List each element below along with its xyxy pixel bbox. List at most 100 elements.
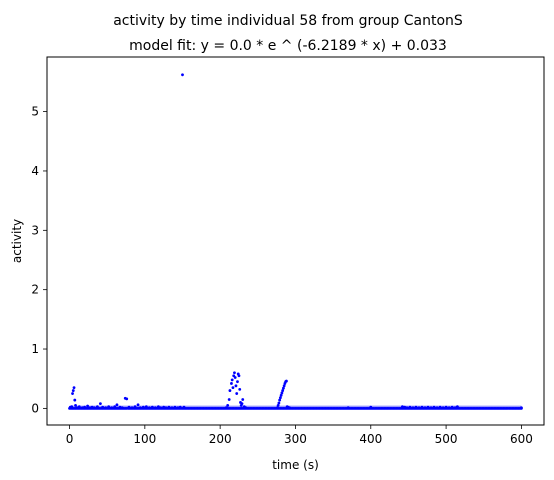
data-point [224, 406, 228, 410]
data-point [414, 405, 418, 409]
data-point [86, 404, 89, 408]
data-point [156, 405, 160, 408]
data-point [71, 389, 75, 392]
data-point [133, 405, 137, 408]
data-point [147, 406, 151, 410]
data-point [520, 406, 523, 410]
y-tick-label: 2 [31, 283, 39, 297]
data-point [90, 405, 94, 409]
data-point [181, 73, 184, 77]
data-point [237, 374, 241, 378]
data-point [435, 406, 439, 410]
data-point [405, 406, 409, 410]
data-point [98, 402, 102, 406]
data-point [438, 405, 442, 409]
data-point [282, 384, 286, 388]
data-point [144, 405, 148, 408]
chart-subtitle: model fit: y = 0.0 * e ^ (-6.2189 * x) +… [129, 38, 447, 54]
data-point [285, 379, 288, 383]
data-point [110, 406, 114, 410]
data-point [420, 405, 424, 409]
data-point [113, 405, 117, 408]
data-point [450, 405, 454, 409]
data-point [176, 406, 180, 410]
data-point [226, 404, 230, 407]
data-point [429, 406, 433, 410]
y-tick-label: 5 [31, 105, 39, 119]
data-point [277, 401, 281, 405]
data-point [118, 405, 122, 409]
data-point [120, 406, 124, 410]
data-point [244, 406, 248, 410]
data-point [233, 376, 237, 379]
y-tick-label: 0 [31, 401, 39, 415]
data-point [453, 406, 457, 410]
x-tick-label: 0 [66, 432, 74, 446]
data-point [281, 389, 285, 392]
x-axis-label: time (s) [272, 458, 319, 472]
axes-frame [46, 56, 545, 426]
data-point [70, 405, 74, 408]
data-point [417, 406, 421, 410]
data-point [178, 405, 182, 409]
data-point [73, 398, 77, 402]
x-tick-label: 500 [435, 432, 458, 446]
data-point [80, 406, 84, 410]
data-point [72, 386, 76, 390]
data-point [227, 398, 231, 401]
y-axis-ticks: 0 1 2 3 4 5 [31, 105, 47, 415]
chart-title: activity by time individual 58 from grou… [113, 13, 463, 29]
y-axis-label: activity [10, 219, 24, 263]
x-tick-label: 300 [284, 432, 307, 446]
data-point [92, 406, 96, 410]
y-tick-label: 1 [31, 342, 39, 356]
data-point [153, 406, 157, 410]
data-point [444, 405, 448, 409]
data-point [182, 405, 186, 409]
data-point [74, 404, 77, 407]
data-point [167, 405, 171, 409]
data-point [282, 386, 285, 390]
data-point [228, 389, 232, 392]
y-tick-label: 3 [31, 223, 39, 237]
data-point [127, 405, 131, 409]
data-point [88, 406, 92, 410]
data-point [279, 393, 283, 397]
data-point [278, 398, 282, 402]
x-tick-label: 100 [133, 432, 156, 446]
data-point [275, 406, 279, 410]
data-point [83, 405, 86, 409]
data-point [130, 406, 134, 410]
data-point [95, 405, 99, 408]
data-point [173, 405, 177, 409]
y-tick-label: 4 [31, 164, 39, 178]
data-point [369, 405, 373, 409]
data-points [68, 73, 523, 410]
data-point [71, 392, 74, 395]
data-point [164, 406, 168, 410]
data-point [401, 405, 404, 408]
data-point [240, 402, 244, 406]
data-point [235, 392, 239, 395]
data-point [138, 406, 142, 410]
data-point [236, 380, 239, 384]
data-point [141, 405, 145, 409]
data-point [408, 405, 412, 409]
data-point [455, 405, 459, 408]
data-point [231, 386, 235, 390]
data-point [234, 384, 238, 388]
data-point [230, 378, 234, 382]
x-tick-label: 200 [209, 432, 232, 446]
data-point [101, 405, 105, 409]
data-point [278, 396, 282, 400]
data-point [447, 406, 451, 410]
data-point [241, 398, 245, 401]
data-point [159, 406, 163, 410]
data-point [125, 397, 129, 401]
data-point [136, 403, 140, 407]
data-point [238, 387, 242, 391]
x-tick-label: 400 [359, 432, 382, 446]
data-point [162, 405, 166, 409]
x-axis-ticks: 0 100 200 300 400 500 600 [66, 425, 533, 446]
data-point [423, 406, 427, 410]
